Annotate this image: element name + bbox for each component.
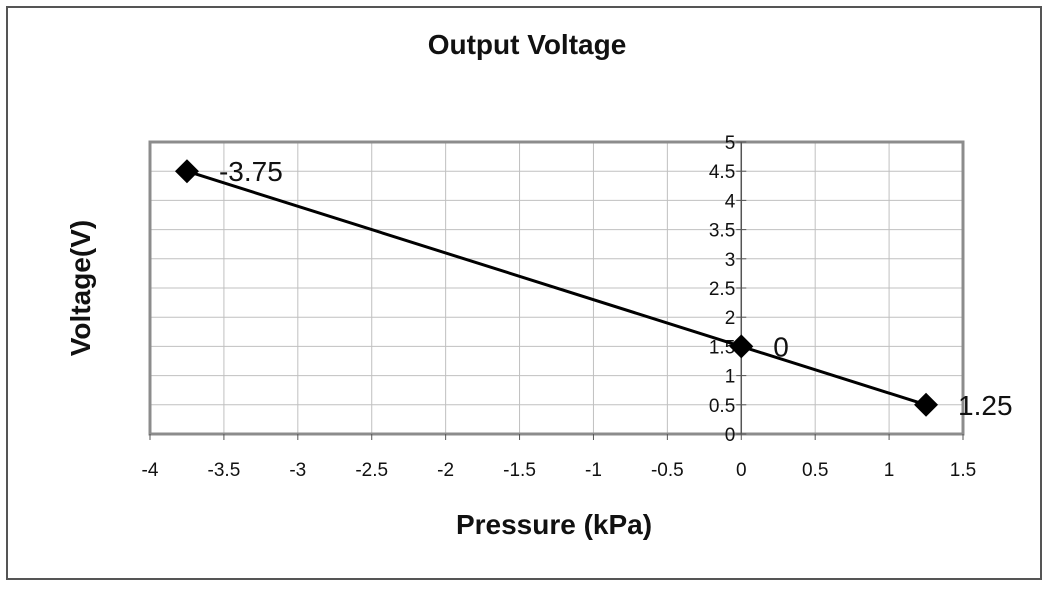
x-tick-label: 0.5 [802,460,828,481]
y-tick-label: 3 [725,250,736,271]
y-tick-label: 0 [725,425,736,446]
x-tick-label: -1.5 [503,460,536,481]
x-axis-label: Pressure (kPa) [456,509,652,540]
x-tick-label: -1 [585,460,602,481]
plot-area [148,140,965,436]
chart: Output Voltage -4 -3.5 -3 -2.5 -2 -1.5 -1 -0.5 0… [65,29,1013,540]
y-tick-label: 4.5 [709,162,735,183]
data-label: -3.75 [219,156,283,187]
x-tick-label: 1.5 [950,460,976,481]
y-tick-label: 3.5 [709,221,735,242]
x-tick-label: -2 [437,460,454,481]
y-tick-label: 0.5 [709,396,735,417]
data-point-marker [174,159,199,184]
y-tick-label: 1 [725,367,736,388]
series-layer: -3.75 0 1.25 [174,156,1013,421]
x-tick-label: 0 [736,460,747,481]
x-tick-label: 1 [884,460,895,481]
x-tick-label: -4 [142,460,159,481]
x-tick-label: -2.5 [355,460,388,481]
y-axis-label: Voltage(V) [65,220,96,356]
chart-title: Output Voltage [428,29,627,60]
y-tick-label: 2 [725,308,736,329]
data-label: 0 [773,331,789,362]
x-tick-label: -0.5 [651,460,684,481]
y-tick-label: 5 [725,133,736,154]
x-axis-ticks: -4 -3.5 -3 -2.5 -2 -1.5 -1 -0.5 0 0.5 1 1.5 [142,434,976,481]
data-label: 1.25 [958,390,1013,421]
x-tick-label: -3.5 [208,460,241,481]
y-axis-ticks: 00.511.522.533.544.55 [709,133,747,446]
y-tick-label: 2.5 [709,279,735,300]
data-point-marker [729,334,754,359]
data-point-marker [914,392,939,417]
chart-frame: Output Voltage -4 -3.5 -3 -2.5 -2 -1.5 -1 -0.5 0… [6,6,1042,580]
y-tick-label: 4 [725,191,736,212]
x-tick-label: -3 [289,460,306,481]
